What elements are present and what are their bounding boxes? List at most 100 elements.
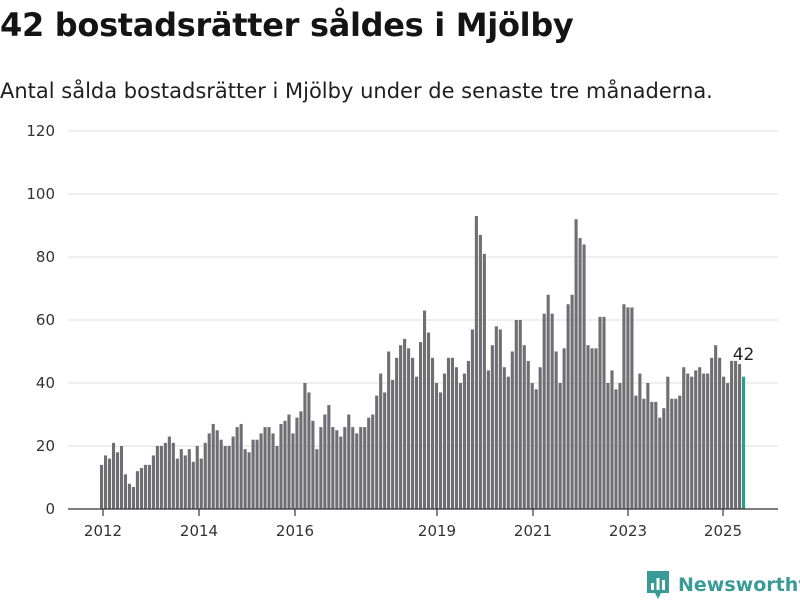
bar (391, 379, 395, 509)
bar-chart: 0 20 40 60 80 100 120 2012 2014 2016 2019 2021 2023… (26, 122, 778, 540)
bar (546, 294, 550, 509)
bar (502, 367, 506, 509)
bar (251, 439, 255, 509)
bar (478, 234, 482, 509)
bar (423, 310, 427, 509)
y-tick-label: 0 (45, 500, 55, 518)
bar (211, 423, 215, 509)
bar (323, 414, 327, 509)
y-tick-label: 120 (26, 122, 55, 140)
bar (283, 420, 287, 509)
bar (706, 373, 710, 509)
bar (411, 357, 415, 509)
bar (638, 373, 642, 509)
bar (610, 370, 614, 509)
x-tick-label: 2025 (704, 522, 742, 540)
bar (415, 376, 419, 509)
x-axis-ticks: 2012 2014 2016 2019 2021 2023 2025 (84, 509, 742, 540)
bar (646, 383, 650, 509)
bar (371, 414, 375, 509)
bar (670, 398, 674, 509)
x-tick-label: 2014 (180, 522, 218, 540)
bar (674, 398, 678, 509)
bar (327, 405, 331, 509)
bar (203, 442, 207, 509)
bar (542, 313, 546, 509)
bar (279, 423, 283, 509)
y-tick-label: 100 (26, 185, 55, 203)
bar (710, 357, 714, 509)
last-value-label: 42 (733, 345, 755, 365)
bar (590, 348, 594, 509)
bar (626, 307, 630, 509)
bar (550, 313, 554, 509)
bar (498, 329, 502, 509)
bar (255, 439, 259, 509)
bar (734, 360, 738, 509)
bar (718, 357, 722, 509)
bar (562, 348, 566, 509)
y-tick-label: 20 (36, 437, 55, 455)
bar (303, 383, 307, 509)
bar (454, 367, 459, 509)
x-tick-label: 2023 (609, 522, 647, 540)
bar (642, 398, 646, 509)
bar (267, 427, 271, 509)
bar (714, 345, 718, 509)
brand-name: Newsworthy (678, 574, 800, 596)
bar (419, 342, 423, 509)
bar (430, 357, 435, 509)
bar (363, 427, 367, 509)
bar (506, 376, 510, 509)
bar (163, 442, 167, 509)
bar (191, 461, 195, 509)
bar (331, 427, 335, 509)
bar (107, 458, 112, 509)
y-tick-label: 60 (36, 311, 55, 329)
bar (522, 345, 526, 509)
x-tick-label: 2019 (418, 522, 456, 540)
bar (622, 304, 626, 509)
bar (275, 446, 279, 509)
bar (143, 464, 147, 509)
bar (207, 433, 211, 509)
bar (383, 392, 387, 509)
bar (702, 373, 706, 509)
bar (335, 430, 339, 509)
bar (582, 244, 586, 509)
bar (215, 430, 219, 509)
bar (606, 383, 610, 509)
bar (235, 427, 239, 509)
x-tick-label: 2021 (514, 522, 552, 540)
bars (100, 216, 746, 510)
bar (526, 360, 530, 509)
bar (434, 383, 439, 509)
bar (690, 376, 694, 509)
bar (387, 351, 391, 509)
bar (167, 436, 171, 509)
bar (534, 389, 538, 509)
bar (351, 427, 355, 509)
bar (287, 414, 291, 509)
bar (558, 383, 562, 509)
bar (658, 417, 662, 509)
bar (530, 383, 534, 509)
bar (187, 449, 191, 509)
bar (554, 351, 558, 509)
bar (450, 357, 455, 509)
chart-subtitle: Antal sålda bostadsrätter i Mjölby under… (0, 79, 713, 103)
bar (231, 436, 235, 509)
bar (119, 446, 124, 509)
bar (474, 216, 478, 510)
bar (482, 253, 486, 509)
bar (630, 307, 634, 509)
bar (598, 316, 602, 509)
bar (227, 446, 231, 509)
bar (139, 468, 143, 509)
bar (578, 238, 582, 509)
bar (115, 452, 120, 509)
bar (223, 446, 227, 509)
bar (698, 367, 702, 509)
bar (538, 367, 542, 509)
bar (694, 370, 698, 509)
